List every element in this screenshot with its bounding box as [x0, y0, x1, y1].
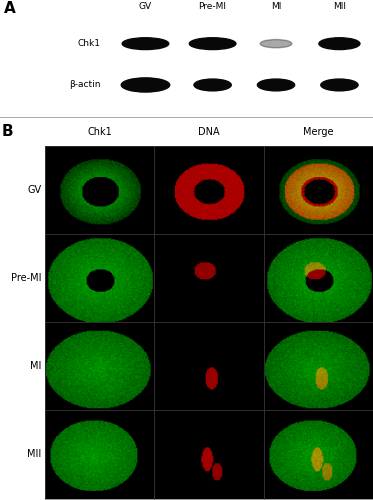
- Ellipse shape: [121, 78, 170, 92]
- Ellipse shape: [321, 79, 358, 91]
- Text: GV: GV: [27, 184, 41, 194]
- Text: GV: GV: [139, 2, 152, 12]
- Text: Pre-MI: Pre-MI: [11, 273, 41, 283]
- Text: Chk1: Chk1: [87, 126, 112, 136]
- Text: Pre-MI: Pre-MI: [198, 2, 227, 12]
- Text: β-actin: β-actin: [69, 80, 101, 90]
- Ellipse shape: [319, 38, 360, 50]
- Text: A: A: [4, 1, 16, 16]
- Text: B: B: [2, 124, 13, 139]
- Text: Chk1: Chk1: [78, 39, 101, 48]
- Ellipse shape: [194, 79, 231, 91]
- Ellipse shape: [122, 38, 169, 50]
- Text: MII: MII: [27, 450, 41, 460]
- Text: MI: MI: [271, 2, 281, 12]
- Text: DNA: DNA: [198, 126, 220, 136]
- Text: Merge: Merge: [303, 126, 333, 136]
- Ellipse shape: [189, 38, 236, 50]
- Ellipse shape: [260, 40, 292, 48]
- Ellipse shape: [257, 79, 295, 91]
- Text: MII: MII: [333, 2, 346, 12]
- Text: MI: MI: [30, 361, 41, 371]
